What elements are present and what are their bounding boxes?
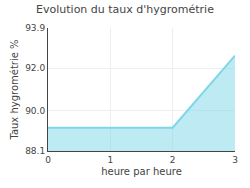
svg-text:93.9: 93.9 (25, 23, 45, 33)
svg-text:2: 2 (170, 155, 176, 165)
svg-text:92.0: 92.0 (25, 63, 45, 73)
svg-text:Taux hygrométrie %: Taux hygrométrie % (9, 39, 20, 140)
svg-text:0: 0 (45, 155, 51, 165)
svg-text:90.0: 90.0 (25, 106, 45, 116)
svg-text:1: 1 (107, 155, 113, 165)
svg-text:Evolution du taux d'hygrométri: Evolution du taux d'hygrométrie (36, 3, 214, 16)
svg-text:88.1: 88.1 (25, 146, 45, 156)
svg-text:heure par heure: heure par heure (101, 166, 182, 177)
svg-text:3: 3 (232, 155, 238, 165)
